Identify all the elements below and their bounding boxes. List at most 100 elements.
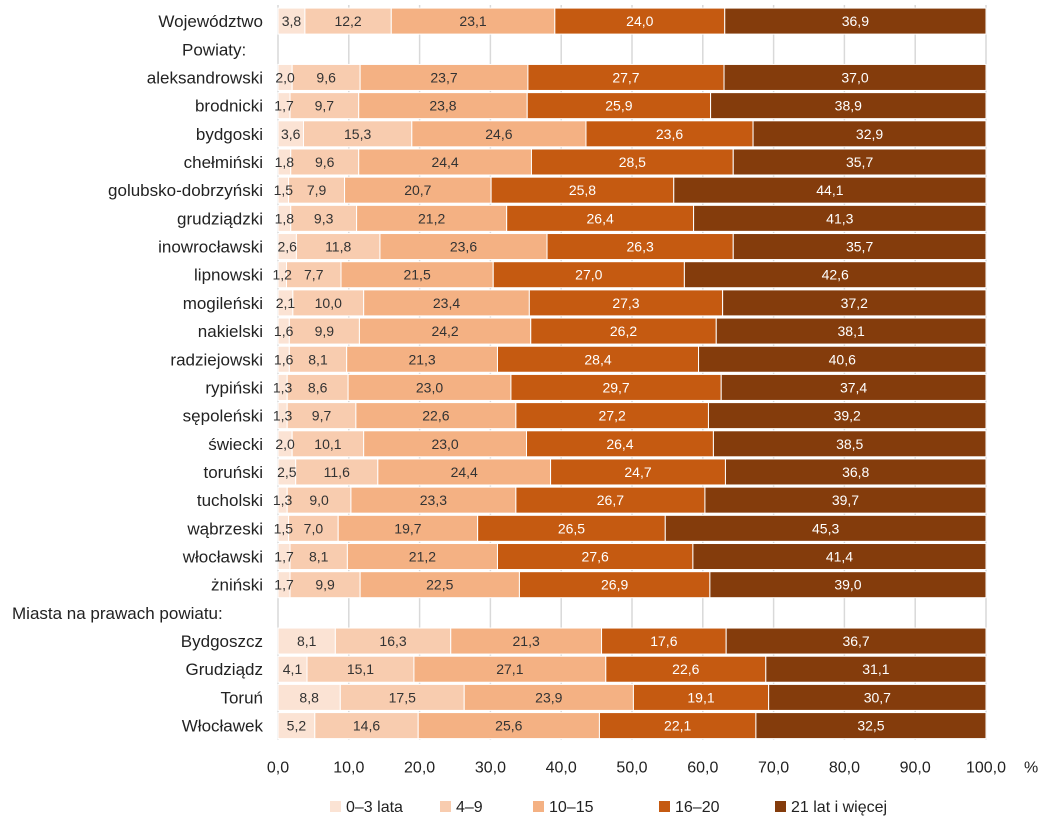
data-label: 37,2 xyxy=(841,295,868,311)
data-label: 38,5 xyxy=(836,436,863,452)
data-label: 23,3 xyxy=(420,492,447,508)
data-label: 9,6 xyxy=(315,154,335,170)
data-label: 25,6 xyxy=(495,718,522,734)
bar-segment xyxy=(554,7,726,35)
data-label: 27,3 xyxy=(612,295,639,311)
bar-segment xyxy=(720,373,987,401)
bar-segment xyxy=(528,289,724,317)
bar-segment xyxy=(289,543,348,571)
bar-segment xyxy=(344,176,492,204)
x-tick-label: 50,0 xyxy=(616,760,647,777)
data-label: 1,7 xyxy=(274,549,294,565)
bar-segment xyxy=(411,120,587,148)
x-tick-label: 0,0 xyxy=(267,760,289,777)
data-label: 8,1 xyxy=(308,351,328,367)
category-label: Województwo xyxy=(158,12,263,31)
bar-segment xyxy=(709,571,987,599)
bar-segment xyxy=(692,543,987,571)
data-label: 15,3 xyxy=(344,126,371,142)
bar-segment xyxy=(291,63,361,91)
bar-segment xyxy=(346,345,498,373)
data-label: 32,5 xyxy=(857,718,884,734)
data-label: 26,3 xyxy=(627,239,654,255)
bar-segment xyxy=(510,373,722,401)
category-label: żniński xyxy=(211,576,263,595)
bar-segment xyxy=(356,204,508,232)
bar-segment xyxy=(290,148,360,176)
data-label: 27,6 xyxy=(582,549,609,565)
data-label: 2,0 xyxy=(275,436,295,452)
data-label: 3,8 xyxy=(282,13,302,29)
data-label: 21,2 xyxy=(418,210,445,226)
data-label: 12,2 xyxy=(334,13,361,29)
data-label: 1,3 xyxy=(273,379,293,395)
data-label: 5,2 xyxy=(287,718,307,734)
category-label: mogileński xyxy=(183,294,263,313)
data-label: 3,6 xyxy=(281,126,301,142)
data-label: 45,3 xyxy=(812,520,839,536)
category-label: Bydgoszcz xyxy=(181,632,263,651)
data-label: 10,0 xyxy=(315,295,342,311)
data-label: 27,2 xyxy=(599,408,626,424)
bar-segment xyxy=(768,683,987,711)
data-label: 1,5 xyxy=(274,182,294,198)
bar-segment xyxy=(732,233,987,261)
bar-segment xyxy=(289,92,360,120)
data-label: 41,3 xyxy=(826,210,853,226)
data-label: 38,9 xyxy=(835,98,862,114)
bar-segment xyxy=(377,458,552,486)
data-label: 7,0 xyxy=(304,520,324,536)
data-label: 9,9 xyxy=(315,577,335,593)
legend-entry: 0–3 lata xyxy=(346,799,403,816)
category-label: nakielski xyxy=(198,322,263,341)
bar-segment xyxy=(291,430,365,458)
data-label: 1,3 xyxy=(273,408,293,424)
legend-swatch xyxy=(330,801,341,812)
data-label: 39,2 xyxy=(834,408,861,424)
data-label: 22,6 xyxy=(422,408,449,424)
data-label: 21,2 xyxy=(409,549,436,565)
data-label: 10,1 xyxy=(314,436,341,452)
category-label: brodnicki xyxy=(195,97,263,116)
bar-segment xyxy=(723,63,987,91)
bar-segment xyxy=(673,176,987,204)
legend-swatch xyxy=(775,801,786,812)
data-label: 23,8 xyxy=(429,98,456,114)
legend-entry: 10–15 xyxy=(549,799,594,816)
data-label: 26,9 xyxy=(601,577,628,593)
bar-segment xyxy=(288,345,348,373)
bar-segment xyxy=(707,402,987,430)
bar-segment xyxy=(530,148,734,176)
legend-swatch xyxy=(533,801,544,812)
bar-segment xyxy=(492,261,685,289)
x-axis: 0,0 10,0 20,0 30,0 40,0 50,0 60,0 70,0 80,0 90,0 1… xyxy=(267,760,1038,777)
data-label: 9,6 xyxy=(316,69,336,85)
bar-segment xyxy=(292,289,365,317)
data-label: 11,6 xyxy=(324,464,350,480)
bar-segment xyxy=(732,148,987,176)
data-label: 1,3 xyxy=(273,492,293,508)
category-label: Grudziądz xyxy=(186,660,263,679)
bar-segment xyxy=(277,683,341,711)
data-label: 8,1 xyxy=(297,633,317,649)
category-label: Miasta na prawach powiatu: xyxy=(12,604,223,623)
bar-segment xyxy=(683,261,987,289)
bar-segment xyxy=(698,345,987,373)
x-tick-label: 30,0 xyxy=(475,760,506,777)
bar-segment xyxy=(704,486,987,514)
data-label: 23,1 xyxy=(459,13,486,29)
data-label: 23,9 xyxy=(535,689,562,705)
data-label: 24,7 xyxy=(624,464,651,480)
data-label: 20,7 xyxy=(404,182,431,198)
data-label: 22,5 xyxy=(426,577,453,593)
bar-segment xyxy=(550,458,726,486)
data-label: 1,7 xyxy=(274,577,294,593)
bar-segment xyxy=(765,655,987,683)
legend-entry: 4–9 xyxy=(456,799,483,816)
data-label: 27,0 xyxy=(575,267,602,283)
bar-segment xyxy=(715,317,987,345)
data-label: 37,4 xyxy=(840,379,867,395)
bar-segment xyxy=(295,233,381,261)
bar-segment xyxy=(358,317,532,345)
